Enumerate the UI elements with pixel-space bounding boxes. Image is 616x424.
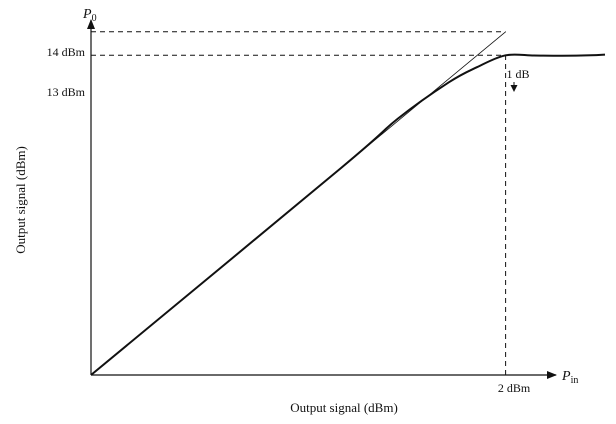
y-axis-symbol: P0 (82, 7, 97, 24)
linear-extrapolation-line (340, 31, 506, 169)
y-tick-label-14: 14 dBm (47, 45, 86, 59)
x-axis-label: Output signal (dBm) (290, 400, 398, 415)
output-power-curve (90, 53, 606, 376)
x-axis-symbol-sub: in (571, 375, 579, 386)
x-tick-label-2: 2 dBm (498, 381, 531, 395)
y-axis-symbol-base: P (82, 7, 92, 22)
y-axis-label: Output signal (dBm) (13, 146, 28, 254)
x-axis-symbol: Pin (561, 369, 578, 386)
y-axis-symbol-sub: 0 (92, 13, 97, 24)
series-lines (90, 31, 606, 376)
compression-annotation: 1 dB (506, 67, 529, 81)
x-axis-symbol-base: P (561, 369, 571, 384)
y-tick-label-13: 13 dBm (47, 85, 86, 99)
guide-lines (91, 31, 507, 375)
